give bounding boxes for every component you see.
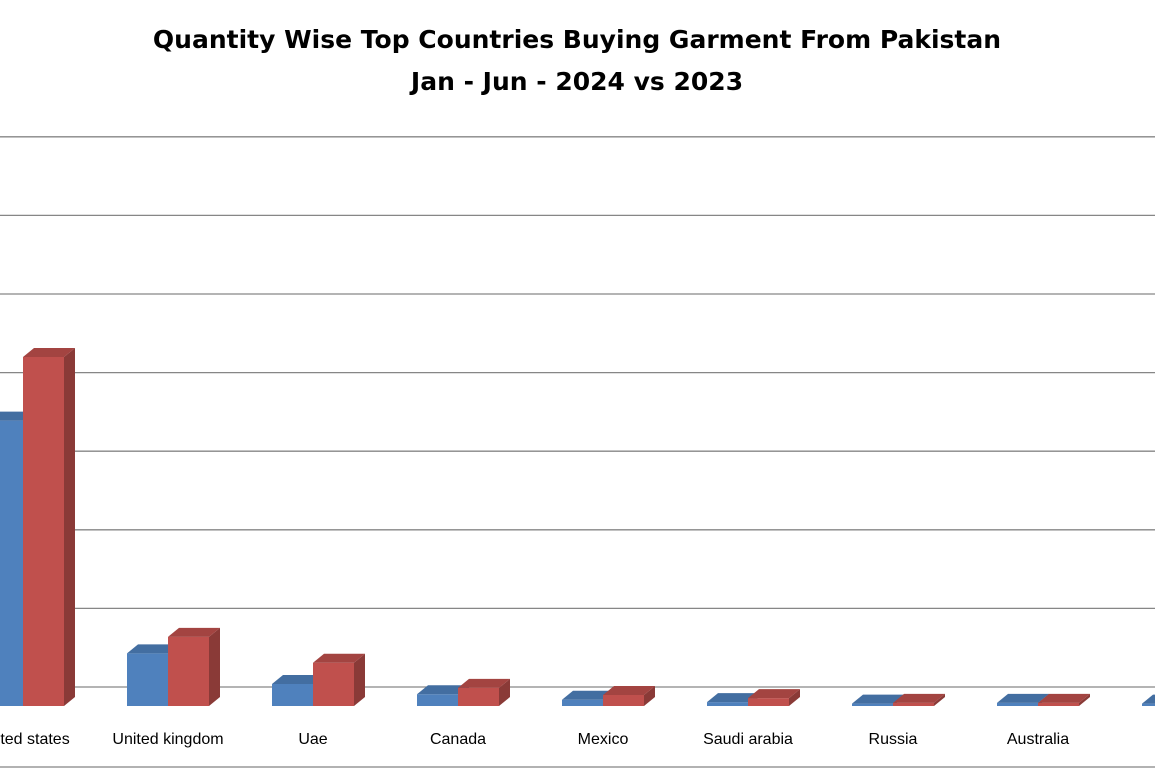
bar [1142, 694, 1155, 706]
bar-face [893, 702, 934, 706]
bar [748, 689, 800, 706]
x-tick-label: United kingdom [112, 731, 223, 748]
bar-face [644, 685, 655, 706]
bar [458, 678, 510, 706]
x-tick-label: Saudi arabia [703, 731, 793, 748]
bar-face [499, 678, 510, 706]
bar-face [64, 348, 75, 706]
bar-face [0, 420, 23, 706]
bar-face [417, 694, 458, 706]
bar [313, 653, 365, 706]
bar-face [789, 689, 800, 706]
bar-face [1038, 702, 1079, 706]
x-tick-label: Uae [298, 731, 327, 748]
bar-face [168, 636, 209, 706]
bar-face [354, 653, 365, 706]
bar-face [209, 627, 220, 706]
bar-face [748, 698, 789, 706]
bar [23, 348, 75, 706]
bar-face [417, 685, 469, 695]
bar-face [458, 687, 499, 706]
bar-face [313, 653, 365, 663]
bar-face [127, 644, 179, 654]
bar-face [1079, 693, 1090, 706]
bar-face [313, 662, 354, 706]
bar-face [707, 693, 759, 703]
bar-face [748, 689, 800, 699]
bar-face [934, 693, 945, 706]
bar-face [127, 653, 168, 706]
x-tick-label: Mexico [578, 731, 629, 748]
bar-face [23, 357, 64, 706]
bar-face [168, 627, 220, 637]
bar [168, 627, 220, 706]
bar-face [893, 693, 945, 703]
chart-subtitle: Jan - Jun - 2024 vs 2023 [409, 67, 743, 96]
bar-face [997, 693, 1049, 703]
bar-face [272, 683, 313, 706]
bar-face [23, 348, 75, 358]
bar-face [1038, 693, 1090, 703]
bar-face [707, 702, 748, 706]
chart-title: Quantity Wise Top Countries Buying Garme… [153, 25, 1001, 54]
bar-face [458, 678, 510, 688]
x-tick-label: Russia [869, 731, 918, 748]
bar-face [562, 699, 603, 706]
bar-face [272, 674, 324, 684]
bar-face [997, 702, 1038, 706]
bar-face [562, 690, 614, 700]
bar [603, 685, 655, 706]
x-tick-label: United states [0, 731, 70, 748]
bar-face [603, 694, 644, 706]
bar [1038, 693, 1090, 706]
x-tick-label: Canada [430, 731, 486, 748]
bar [893, 693, 945, 706]
bar [417, 685, 469, 706]
bar-face [852, 703, 893, 706]
x-tick-label: Australia [1007, 731, 1069, 748]
bar-face [1142, 694, 1155, 704]
bar-face [1142, 703, 1155, 706]
bar-face [852, 694, 904, 704]
bar-face [603, 685, 655, 695]
